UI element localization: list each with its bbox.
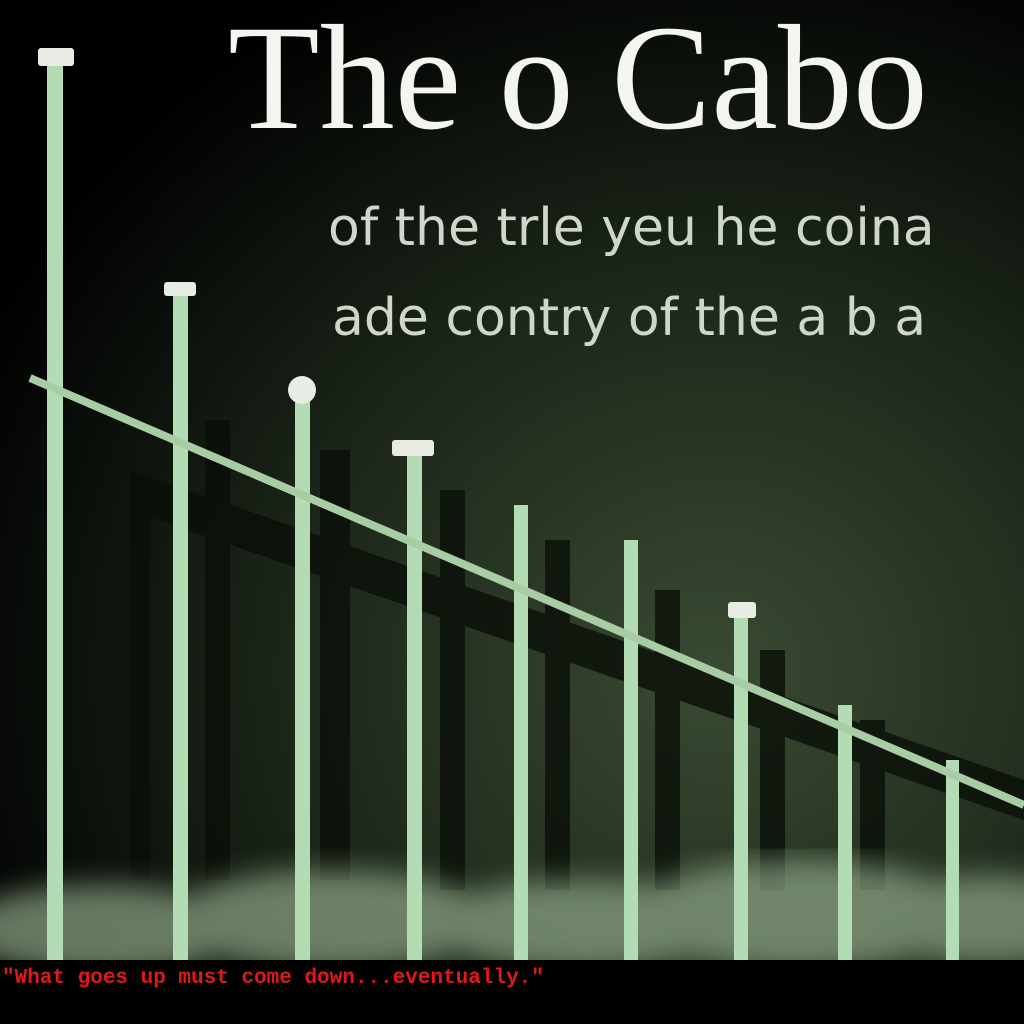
- caption-band: [0, 960, 1024, 1024]
- shadow-fence: [130, 420, 1024, 890]
- background: [0, 0, 1024, 960]
- bar-caps: [38, 48, 756, 618]
- subtitle-line: ade contry of the a b a: [332, 288, 926, 348]
- bars: [47, 60, 959, 960]
- caption: "What goes up must come down...eventuall…: [2, 967, 544, 990]
- subtitle-line: of the trle yeu he coina: [328, 198, 935, 258]
- title: The o Cabo: [228, 0, 928, 161]
- trend-line: [28, 374, 1024, 809]
